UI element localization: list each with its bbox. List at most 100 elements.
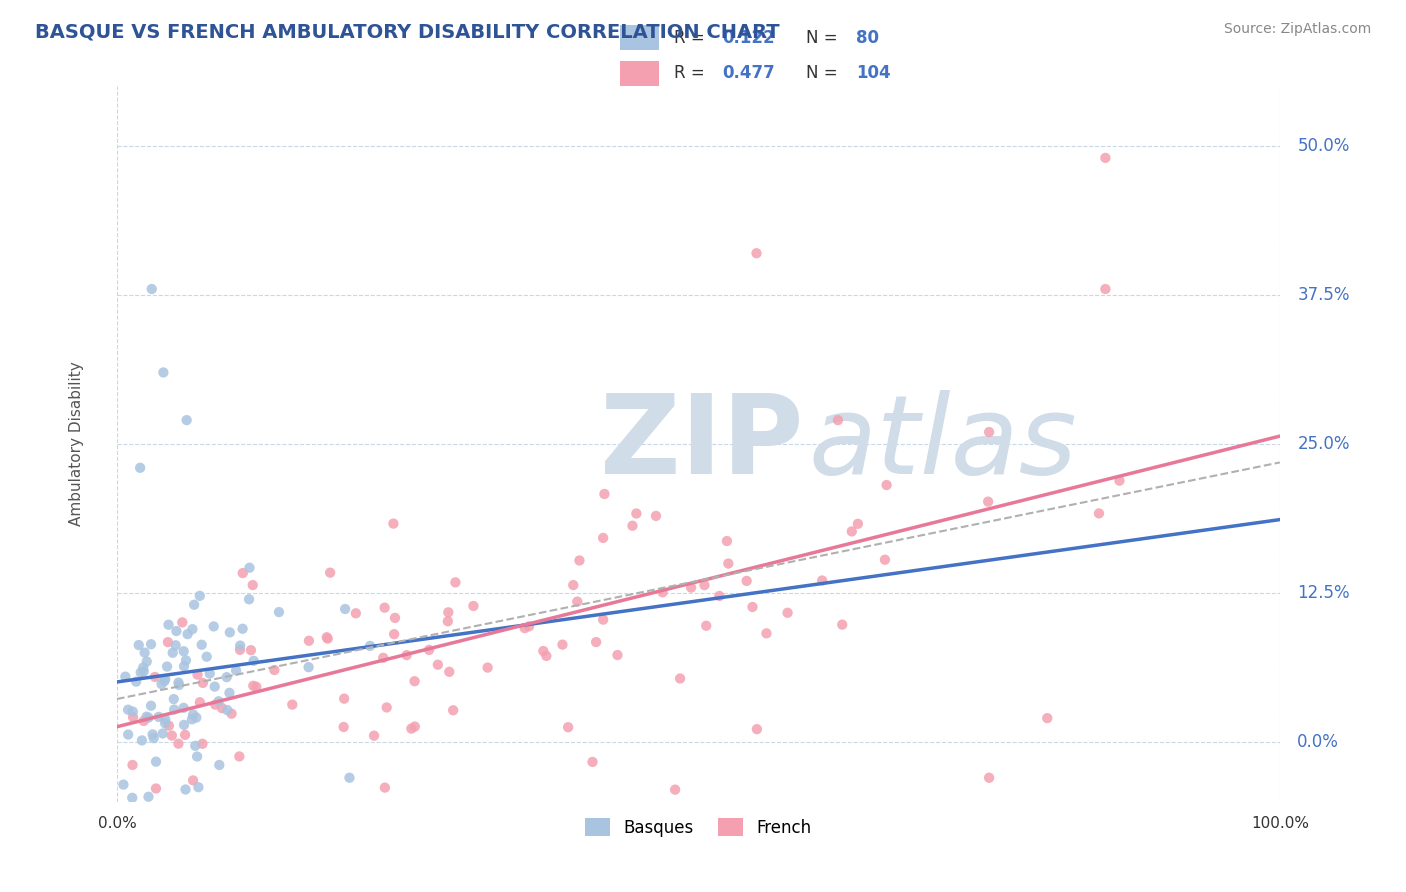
- Point: [195, 649, 218, 664]
- Point: [606, 648, 628, 662]
- FancyBboxPatch shape: [620, 61, 658, 87]
- Point: [621, 518, 644, 533]
- Text: 0.0%: 0.0%: [97, 816, 136, 830]
- Point: [585, 635, 607, 649]
- Point: [225, 664, 247, 678]
- Point: [143, 670, 166, 684]
- Point: [191, 676, 214, 690]
- Point: [152, 726, 174, 740]
- Point: [156, 635, 179, 649]
- Point: [316, 632, 339, 646]
- Point: [160, 729, 183, 743]
- Point: [172, 615, 194, 630]
- Point: [592, 531, 614, 545]
- Point: [156, 659, 179, 673]
- Point: [404, 674, 426, 689]
- Point: [536, 648, 558, 663]
- Point: [173, 644, 195, 658]
- Point: [477, 660, 499, 674]
- Point: [841, 524, 863, 539]
- Point: [557, 720, 579, 734]
- Point: [176, 413, 198, 427]
- Point: [1088, 507, 1111, 521]
- Point: [153, 673, 176, 688]
- Point: [181, 773, 204, 788]
- Point: [418, 643, 440, 657]
- Point: [359, 639, 381, 653]
- Point: [157, 617, 180, 632]
- Point: [238, 592, 260, 607]
- Text: 37.5%: 37.5%: [1298, 286, 1350, 304]
- Point: [513, 621, 536, 635]
- Point: [131, 733, 153, 747]
- Point: [245, 680, 267, 694]
- Point: [333, 691, 356, 706]
- Point: [142, 731, 165, 746]
- Point: [626, 507, 648, 521]
- Point: [239, 643, 262, 657]
- Point: [128, 638, 150, 652]
- Point: [242, 654, 264, 668]
- Point: [163, 692, 186, 706]
- Point: [232, 566, 254, 580]
- Point: [232, 622, 254, 636]
- Point: [463, 599, 485, 613]
- Point: [188, 589, 211, 603]
- Point: [121, 790, 143, 805]
- Point: [163, 702, 186, 716]
- Point: [735, 574, 758, 588]
- Point: [112, 778, 135, 792]
- Point: [664, 782, 686, 797]
- Point: [562, 578, 585, 592]
- Point: [263, 663, 285, 677]
- Point: [204, 698, 226, 712]
- Text: 0.477: 0.477: [723, 64, 775, 82]
- Point: [873, 552, 896, 566]
- Point: [709, 589, 731, 603]
- Text: Source: ZipAtlas.com: Source: ZipAtlas.com: [1223, 22, 1371, 37]
- Point: [717, 557, 740, 571]
- Point: [181, 622, 204, 636]
- Point: [134, 646, 156, 660]
- Point: [173, 718, 195, 732]
- Point: [125, 674, 148, 689]
- Point: [228, 749, 250, 764]
- Point: [1094, 151, 1116, 165]
- Point: [215, 670, 238, 684]
- Point: [669, 672, 692, 686]
- Point: [188, 695, 211, 709]
- Point: [186, 710, 208, 724]
- Point: [135, 655, 157, 669]
- Point: [218, 625, 240, 640]
- Point: [1094, 282, 1116, 296]
- Point: [645, 508, 668, 523]
- Text: 104: 104: [856, 64, 890, 82]
- Point: [693, 578, 716, 592]
- Point: [242, 679, 264, 693]
- Point: [382, 627, 405, 641]
- Point: [122, 710, 145, 724]
- Point: [374, 780, 396, 795]
- Point: [138, 789, 160, 804]
- Point: [218, 686, 240, 700]
- Point: [145, 755, 167, 769]
- Point: [426, 657, 449, 672]
- Point: [139, 637, 162, 651]
- Point: [267, 605, 290, 619]
- Point: [695, 619, 717, 633]
- Point: [374, 600, 396, 615]
- Text: 80: 80: [856, 29, 879, 47]
- Point: [117, 703, 139, 717]
- Point: [155, 713, 177, 727]
- Point: [319, 566, 342, 580]
- Point: [551, 638, 574, 652]
- Point: [186, 667, 208, 681]
- Point: [183, 598, 205, 612]
- Point: [198, 666, 221, 681]
- Point: [395, 648, 418, 662]
- Point: [651, 585, 673, 599]
- Point: [114, 670, 136, 684]
- Point: [181, 707, 204, 722]
- Point: [186, 749, 208, 764]
- Point: [139, 698, 162, 713]
